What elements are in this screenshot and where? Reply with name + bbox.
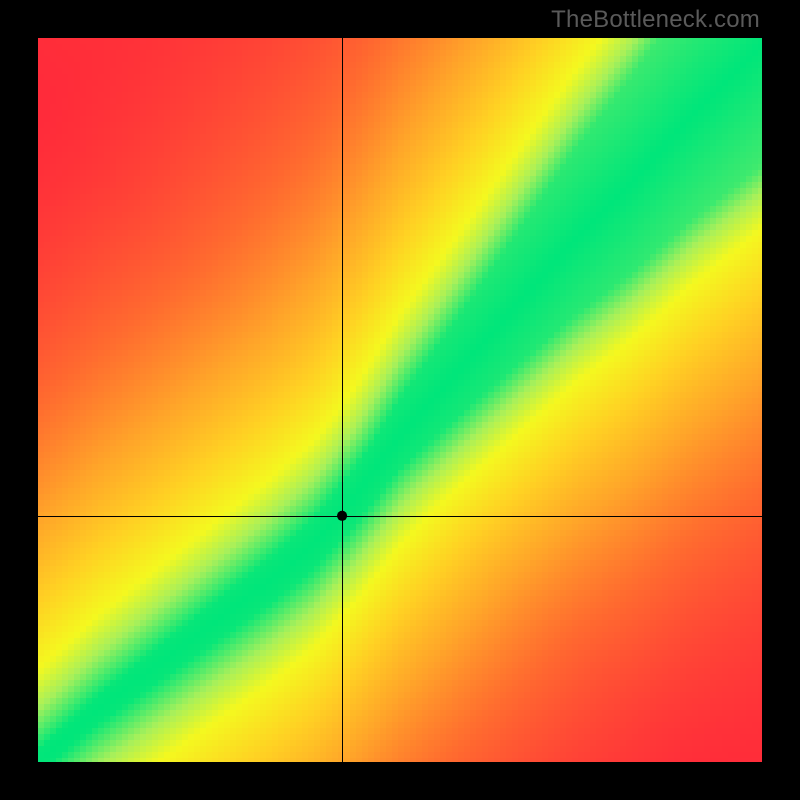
bottleneck-heatmap — [0, 0, 800, 800]
chart-frame: TheBottleneck.com — [0, 0, 800, 800]
watermark-text: TheBottleneck.com — [551, 6, 760, 34]
